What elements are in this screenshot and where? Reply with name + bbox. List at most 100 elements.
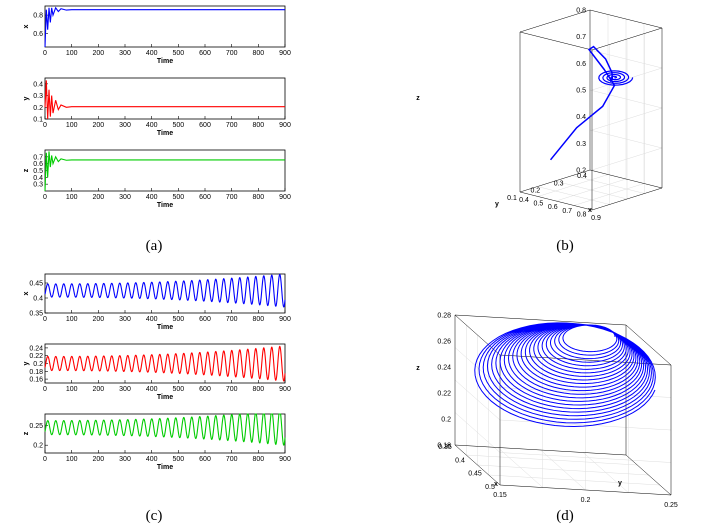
box-edge [625,324,672,366]
box-edge [589,169,663,189]
panel-d: 0.18 0.2 0.22 0.24 0.26 0.28 0.35 0.4 0.45 0.5 0.2… [400,280,724,510]
z-tick-label: 0.6 [576,61,586,68]
y-tick-label: 0.2 [33,361,43,368]
y-tick-label: 0.1 [507,195,517,202]
plot-frame [44,413,286,454]
plot-frame [44,5,286,48]
y-tick-label: 0.4 [33,175,43,182]
x-tick-label: 300 [119,386,131,393]
y-tick-label: 0.3 [33,182,43,189]
x-tick-label: 400 [146,194,158,201]
x-tick-label: 600 [199,50,211,57]
x-tick-label: 200 [92,456,104,463]
box-edge [499,354,672,366]
y-axis-label: y [23,361,30,365]
x-tick-label: 500 [172,50,184,57]
y-tick-label: 0.2 [33,443,43,450]
x-tick-label: 0 [43,122,47,129]
box-edge [519,31,593,51]
x-tick-label: 500 [172,122,184,129]
grid-line [589,49,663,69]
y-tick-label: 0.24 [29,345,43,352]
series-line-y [44,345,286,382]
x-tick-label: 400 [146,122,158,129]
x-tick-label: 800 [252,122,264,129]
series-line-z [44,151,285,192]
panel-b: 0.2 0.3 0.4 0.5 0.6 0.7 0.8 0.4 0.5 0.6 0.7 0.8 0.9 0… [400,0,724,230]
x-tick-label: 0 [43,50,47,57]
box-edge [499,484,672,496]
grid-line [488,474,660,486]
grid-line [454,347,501,388]
z-tick-label: 0.8 [576,8,586,15]
y-tick-label: 0.2 [581,497,591,504]
x-axis-label: Time [157,464,173,471]
x-tick-label: 700 [226,456,238,463]
x-tick-label: 700 [226,386,238,393]
y-axis-label: y [495,201,499,208]
x-tick-label: 600 [199,456,211,463]
chart-c1: 0 100 200 300 400 500 600 700 800 900 0.35 0.4 0.45 T… [23,273,291,331]
x-tick-label: 900 [279,50,291,57]
z-tick-label: 0.5 [576,88,586,95]
x-axis-label: Time [157,394,173,401]
y-axis-label: x [23,24,30,28]
grid-line [591,67,663,91]
x-tick-label: 0.4 [455,457,465,464]
z-tick-label: 0.2 [441,417,451,424]
x-tick-label: 0 [43,456,47,463]
y-axis-label: y [23,96,30,100]
y-tick-label: 0.3 [33,93,43,100]
x-tick-label: 900 [279,194,291,201]
y-tick-label: 0.4 [33,296,43,303]
y-axis-label: z [23,431,30,435]
x-tick-label: 200 [92,50,104,57]
x-tick-label: 400 [146,456,158,463]
x-tick-label: 300 [119,122,131,129]
grid-line [554,180,628,200]
x-tick-label: 700 [226,194,238,201]
x-tick-label: 400 [146,316,158,323]
x-tick-label: 800 [252,316,264,323]
y-tick-label: 0.25 [29,423,43,430]
x-tick-label: 600 [199,386,211,393]
grid-line [497,447,543,488]
box-edge [519,169,591,193]
x-tick-label: 0.6 [548,204,558,211]
x-tick-label: 100 [66,122,78,129]
x-tick-label: 200 [92,386,104,393]
box-edge [519,191,593,211]
y-axis-label: y [618,480,622,487]
x-tick-label: 0.8 [577,211,587,218]
y-tick-label: 0.16 [29,377,43,384]
y-tick-label: 0.18 [29,369,43,376]
plot-frame [44,77,286,120]
box-edge [454,444,501,486]
x-axis-label: x [494,481,498,488]
y-tick-label: 0.1 [33,117,43,124]
x-tick-label: 700 [226,316,238,323]
figure-label-c: (c) [145,508,163,524]
y-tick-label: 0.8 [33,13,43,20]
x-tick-label: 500 [172,386,184,393]
figure-label-b: (b) [556,238,574,254]
box-edge [589,9,663,29]
x-tick-label: 0.4 [519,197,529,204]
limit-cycle-line [474,322,656,427]
x-tick-label: 300 [119,50,131,57]
plot-frame [44,343,286,384]
x-axis-label: Time [157,58,173,65]
y-tick-label: 0.35 [29,311,43,318]
x-tick-label: 200 [92,316,104,323]
x-axis-label: Time [157,130,173,137]
chart-d: 0.18 0.2 0.22 0.24 0.26 0.28 0.350.40.450.5 0.2… [416,313,678,510]
series-line-y [44,80,285,120]
box-edge [454,314,501,356]
x-tick-label: 0 [43,194,47,201]
box-edge [591,27,663,51]
x-tick-label: 0.7 [562,208,572,215]
x-tick-label: 200 [92,194,104,201]
box-edge [519,9,591,33]
chart-b: 0.2 0.3 0.4 0.5 0.6 0.7 0.8 0.4 0.5 0.6 0.7 0.8 0.9 0… [416,8,663,222]
x-axis-label: Time [157,202,173,209]
